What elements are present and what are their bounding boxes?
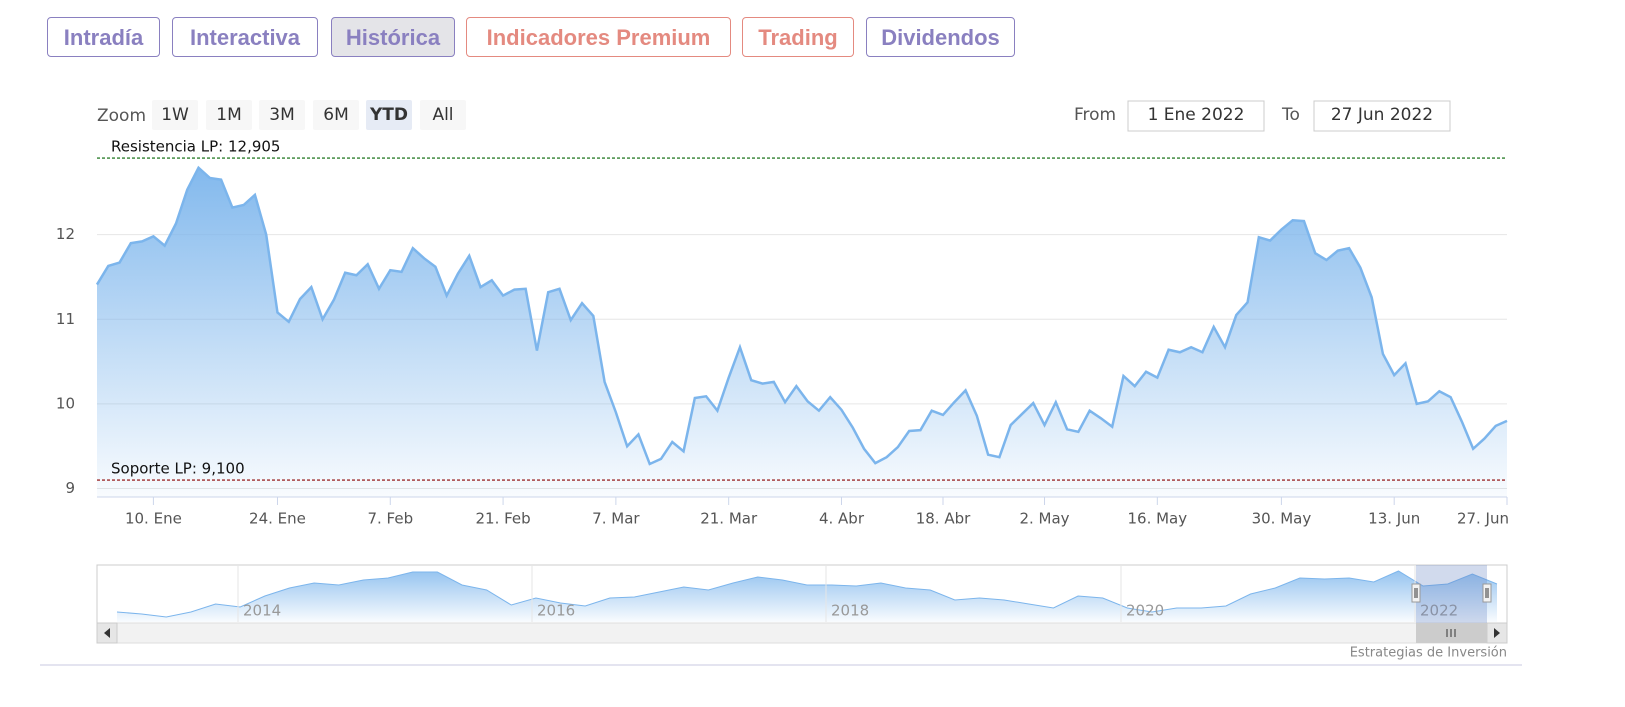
x-tick-label: 2. May [1019, 510, 1069, 528]
from-value: 1 Ene 2022 [1148, 105, 1245, 125]
zoom-button-label: 1W [161, 105, 189, 125]
arrow [1494, 628, 1500, 638]
from-input[interactable] [1127, 100, 1265, 132]
scrollbar[interactable] [96, 622, 1508, 644]
y-tick-label: 10 [56, 394, 75, 412]
area [97, 167, 1507, 497]
navigator-selection [1416, 565, 1487, 623]
zoom-button[interactable] [259, 100, 305, 130]
handle-grip [1414, 588, 1418, 598]
navigator-handle[interactable] [1482, 583, 1492, 603]
x-tick-label: 24. Ene [249, 510, 306, 528]
navigator-label: 2016 [537, 602, 575, 620]
zoom-button-label: 3M [269, 105, 294, 125]
y-tick-label: 9 [65, 479, 75, 497]
zoom-button-label: YTD [369, 105, 408, 125]
tab[interactable]: Dividendos [866, 17, 1015, 57]
credit: Estrategias de Inversión [1350, 646, 1507, 661]
x-tick-label: 7. Feb [367, 510, 413, 528]
zoom-label: Zoom [97, 106, 146, 126]
line [95, 165, 1508, 466]
arrow [104, 628, 110, 638]
x-tick-label: 27. Jun [1457, 510, 1509, 528]
navigator-label: 2014 [243, 602, 281, 620]
x-tick-label: 13. Jun [1368, 510, 1420, 528]
navigator-label: 2020 [1126, 602, 1164, 620]
plot-line-label: Soporte LP: 9,100 [111, 460, 245, 478]
tab[interactable]: Interactiva [172, 17, 318, 57]
tab[interactable]: Intradía [47, 17, 160, 57]
zoom-button[interactable] [206, 100, 252, 130]
to-value: 27 Jun 2022 [1331, 105, 1433, 125]
navigator-handle[interactable] [1411, 583, 1421, 603]
navigator-line [116, 570, 1498, 618]
from-label: From [1074, 105, 1116, 125]
x-tick-label: 7. Mar [592, 510, 640, 528]
y-tick-label: 11 [56, 310, 75, 328]
tab[interactable]: Indicadores Premium [466, 17, 731, 57]
grip [1446, 629, 1456, 637]
plot-line-label: Resistencia LP: 12,905 [111, 138, 280, 156]
tab[interactable]: Trading [742, 17, 854, 57]
x-tick-label: 16. May [1127, 510, 1187, 528]
x-tick-label: 21. Mar [700, 510, 758, 528]
navigator-label: 2022 [1420, 602, 1458, 620]
zoom-button[interactable] [313, 100, 359, 130]
x-tick-label: 30. May [1252, 510, 1312, 528]
x-tick-label: 18. Abr [916, 510, 971, 528]
zoom-button[interactable] [366, 100, 412, 130]
zoom-button-label: 6M [323, 105, 348, 125]
x-tick-label: 4. Abr [819, 510, 865, 528]
navigator-area [117, 571, 1497, 622]
zoom-button[interactable] [152, 100, 198, 130]
zoom-button-label: All [432, 105, 453, 125]
handle-grip [1485, 588, 1489, 598]
tab[interactable]: Histórica [331, 17, 455, 57]
zoom-button-label: 1M [216, 105, 241, 125]
to-label: To [1281, 105, 1300, 125]
navigator-label: 2018 [831, 602, 869, 620]
x-tick-label: 21. Feb [475, 510, 530, 528]
zoom-button[interactable] [420, 100, 466, 130]
y-tick-label: 12 [56, 225, 75, 243]
x-tick-label: 10. Ene [125, 510, 182, 528]
to-input[interactable] [1313, 100, 1451, 132]
